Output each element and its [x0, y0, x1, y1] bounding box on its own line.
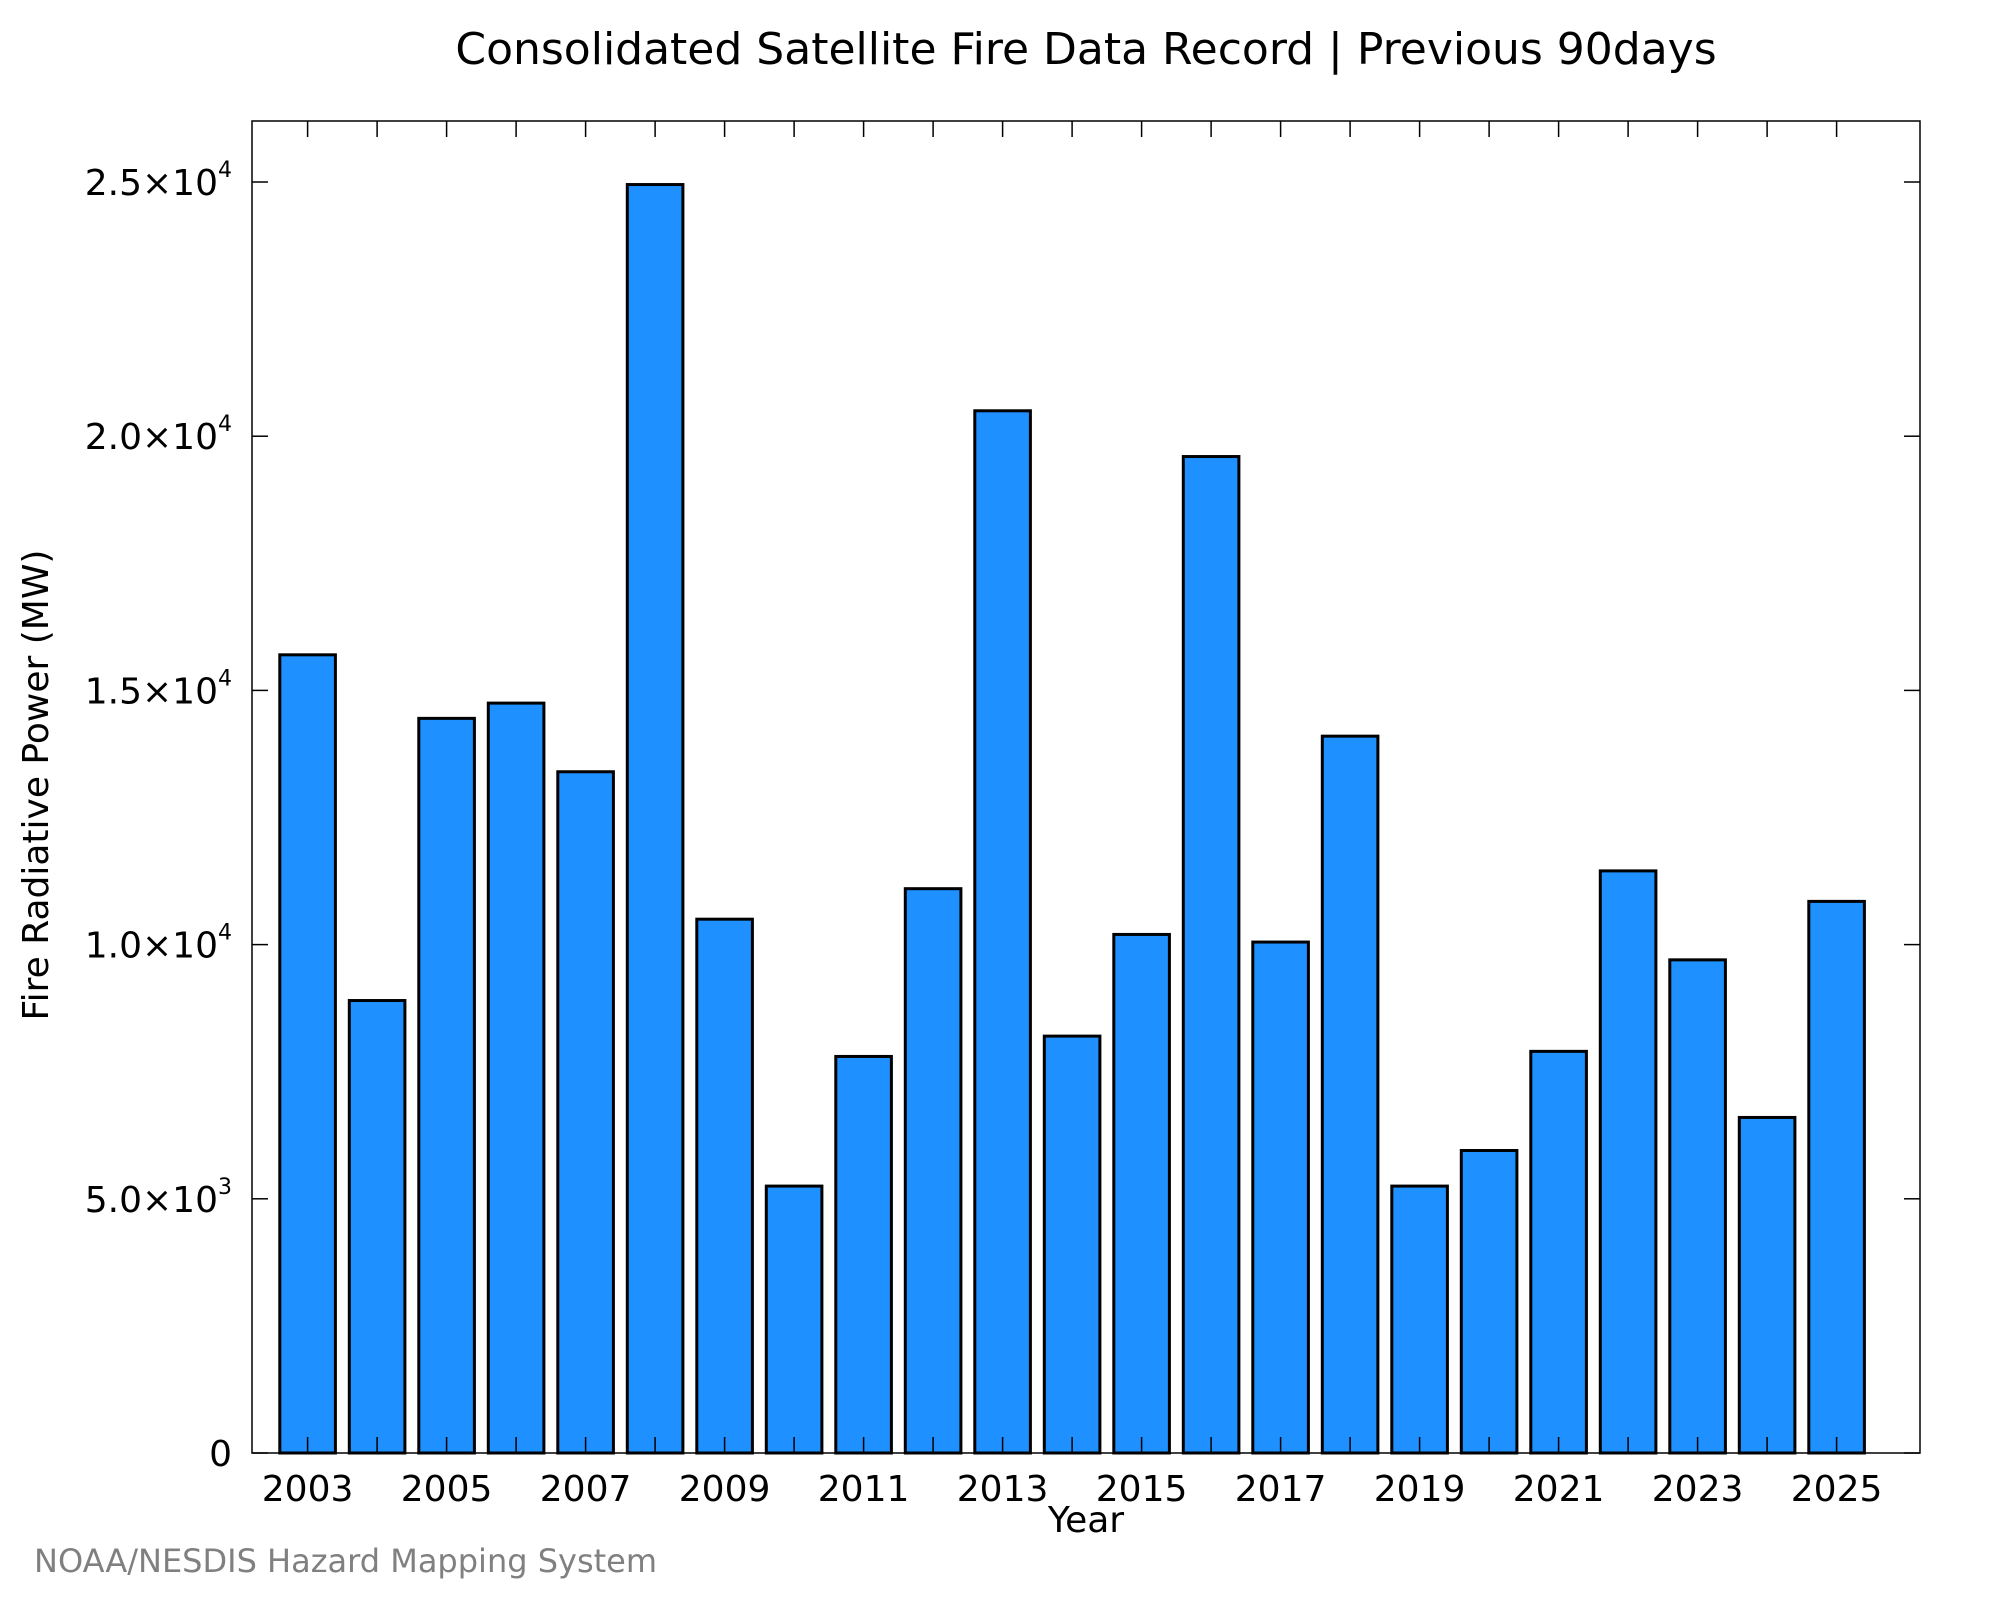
- x-tick-label: 2015: [1096, 1469, 1188, 1510]
- x-tick-label: 2019: [1374, 1469, 1466, 1510]
- plot-frame: [251, 120, 1921, 1454]
- y-tick-label: 1.0×104: [85, 921, 232, 967]
- x-tick-label: 2009: [679, 1469, 771, 1510]
- bar-2003: [278, 653, 337, 1455]
- chart-title: Consolidated Satellite Fire Data Record …: [455, 24, 1716, 75]
- x-tick-label: 2025: [1791, 1469, 1883, 1510]
- bar-2024: [1737, 1115, 1797, 1455]
- bar-2016: [1181, 455, 1241, 1455]
- bar-2008: [625, 183, 685, 1455]
- x-tick-label: 2003: [262, 1469, 354, 1510]
- bar-2012: [903, 887, 963, 1455]
- y-axis-label: Fire Radiative Power (MW): [16, 550, 57, 1021]
- bar-2013: [973, 409, 1032, 1455]
- y-tick-label: 2.5×104: [85, 158, 232, 204]
- bar-2014: [1042, 1034, 1102, 1455]
- x-tick-label: 2017: [1235, 1469, 1327, 1510]
- bar-2005: [417, 716, 476, 1455]
- bar-2009: [695, 917, 754, 1455]
- bar-2007: [556, 770, 615, 1455]
- bar-2018: [1320, 734, 1380, 1455]
- y-tick-labels: 0 5.0×103 1.0×104 1.5×104 2.0×104 2.5×104: [85, 158, 232, 1475]
- bar-2004: [347, 999, 407, 1455]
- bar-2010: [764, 1184, 824, 1455]
- bar-2020: [1459, 1149, 1519, 1455]
- x-tick-label: 2005: [401, 1469, 493, 1510]
- bar-2017: [1251, 940, 1310, 1455]
- x-tick-label: 2023: [1652, 1469, 1744, 1510]
- bar-2011: [834, 1054, 893, 1455]
- y-tick-label: 5.0×103: [85, 1175, 232, 1221]
- x-tick-label: 2007: [540, 1469, 632, 1510]
- x-tick-labels: 2003 2005 2007 2009 2011 2013 2015 2017 2019 2021…: [262, 1469, 1883, 1510]
- bar-2015: [1112, 932, 1171, 1455]
- bars-layer: [278, 183, 1866, 1455]
- y-tick-label: 2.0×104: [85, 412, 232, 458]
- x-tick-label: 2011: [818, 1469, 910, 1510]
- bar-2021: [1529, 1049, 1588, 1455]
- bar-2022: [1598, 869, 1658, 1455]
- credit-text: NOAA/NESDIS Hazard Mapping System: [34, 1542, 657, 1580]
- bar-2019: [1390, 1184, 1449, 1455]
- x-tick-label: 2013: [957, 1469, 1049, 1510]
- y-tick-label: 1.5×104: [85, 666, 232, 712]
- bar-2025: [1807, 899, 1866, 1455]
- x-tick-label: 2021: [1513, 1469, 1605, 1510]
- bar-2006: [486, 701, 546, 1455]
- x-axis-label: Year: [1047, 1500, 1124, 1541]
- y-tick-label: 0: [209, 1434, 232, 1475]
- bar-2023: [1668, 958, 1727, 1455]
